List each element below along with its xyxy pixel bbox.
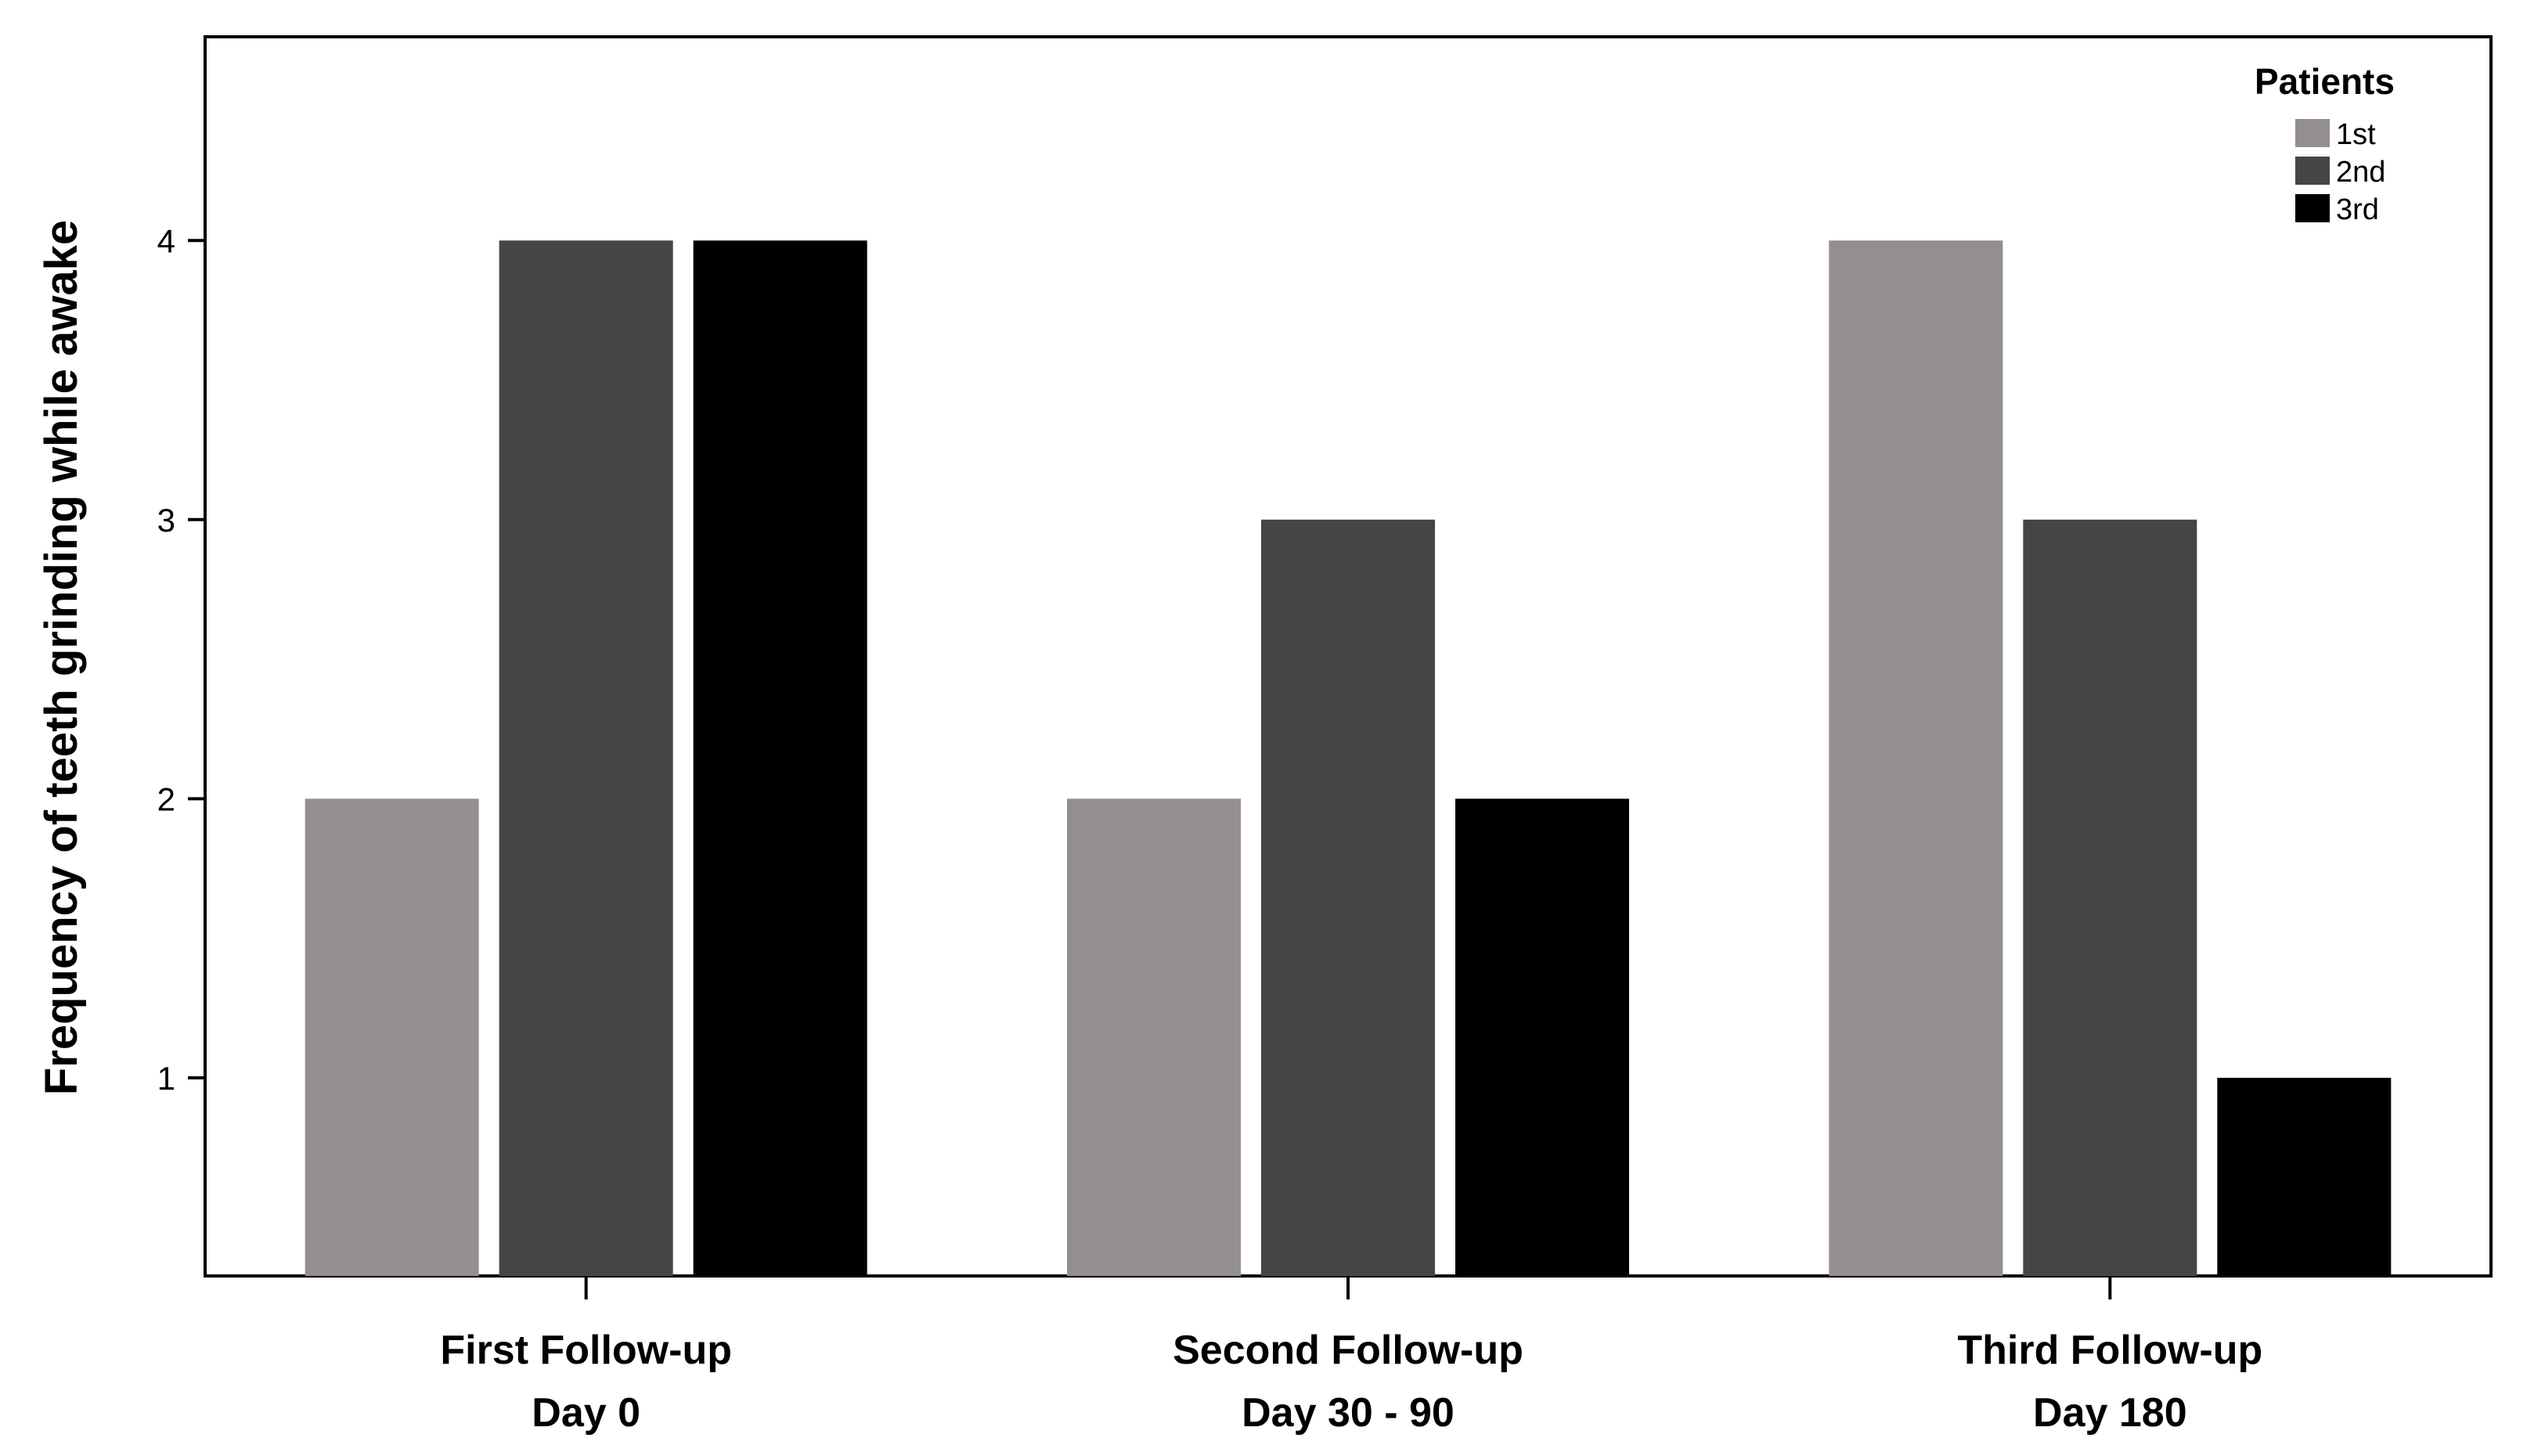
bar-1st-1 — [1067, 798, 1241, 1276]
legend-swatch-1st — [2295, 119, 2330, 147]
x-tick-label: Day 30 - 90 — [1242, 1390, 1455, 1436]
x-axis: First Follow-up Day 0 Second Follow-up Day … — [440, 1276, 2262, 1436]
legend-label-3rd: 3rd — [2336, 193, 2379, 226]
y-tick-label: 1 — [157, 1060, 175, 1097]
bar-2nd-0 — [499, 240, 673, 1276]
x-tick-label: Day 180 — [2033, 1390, 2187, 1436]
y-tick-label: 4 — [157, 222, 175, 259]
x-tick-label: Second Follow-up — [1173, 1328, 1523, 1373]
bar-3rd-2 — [2217, 1077, 2392, 1276]
x-tick-label: First Follow-up — [440, 1328, 732, 1373]
x-tick-label: Day 0 — [532, 1390, 640, 1436]
x-tick-label: Third Follow-up — [1957, 1328, 2262, 1373]
y-tick-label: 2 — [157, 780, 175, 817]
y-axis-label: Frequency of teeth grinding while awake — [36, 220, 87, 1095]
legend-title: Patients — [2255, 61, 2395, 102]
y-axis: 1 2 3 4 — [157, 222, 205, 1097]
legend-label-2nd: 2nd — [2336, 156, 2385, 189]
bar-1st-0 — [305, 798, 479, 1276]
bar-2nd-2 — [2023, 519, 2197, 1276]
bar-3rd-1 — [1455, 798, 1629, 1276]
legend: Patients 1st 2nd 3rd — [2255, 61, 2395, 226]
legend-swatch-3rd — [2295, 194, 2330, 222]
bar-2nd-1 — [1261, 519, 1435, 1276]
bar-1st-2 — [1829, 240, 2003, 1276]
bar-3rd-0 — [693, 240, 867, 1276]
legend-swatch-2nd — [2295, 157, 2330, 185]
bars-group — [305, 240, 2392, 1276]
y-tick-label: 3 — [157, 502, 175, 539]
legend-label-1st: 1st — [2336, 118, 2376, 151]
